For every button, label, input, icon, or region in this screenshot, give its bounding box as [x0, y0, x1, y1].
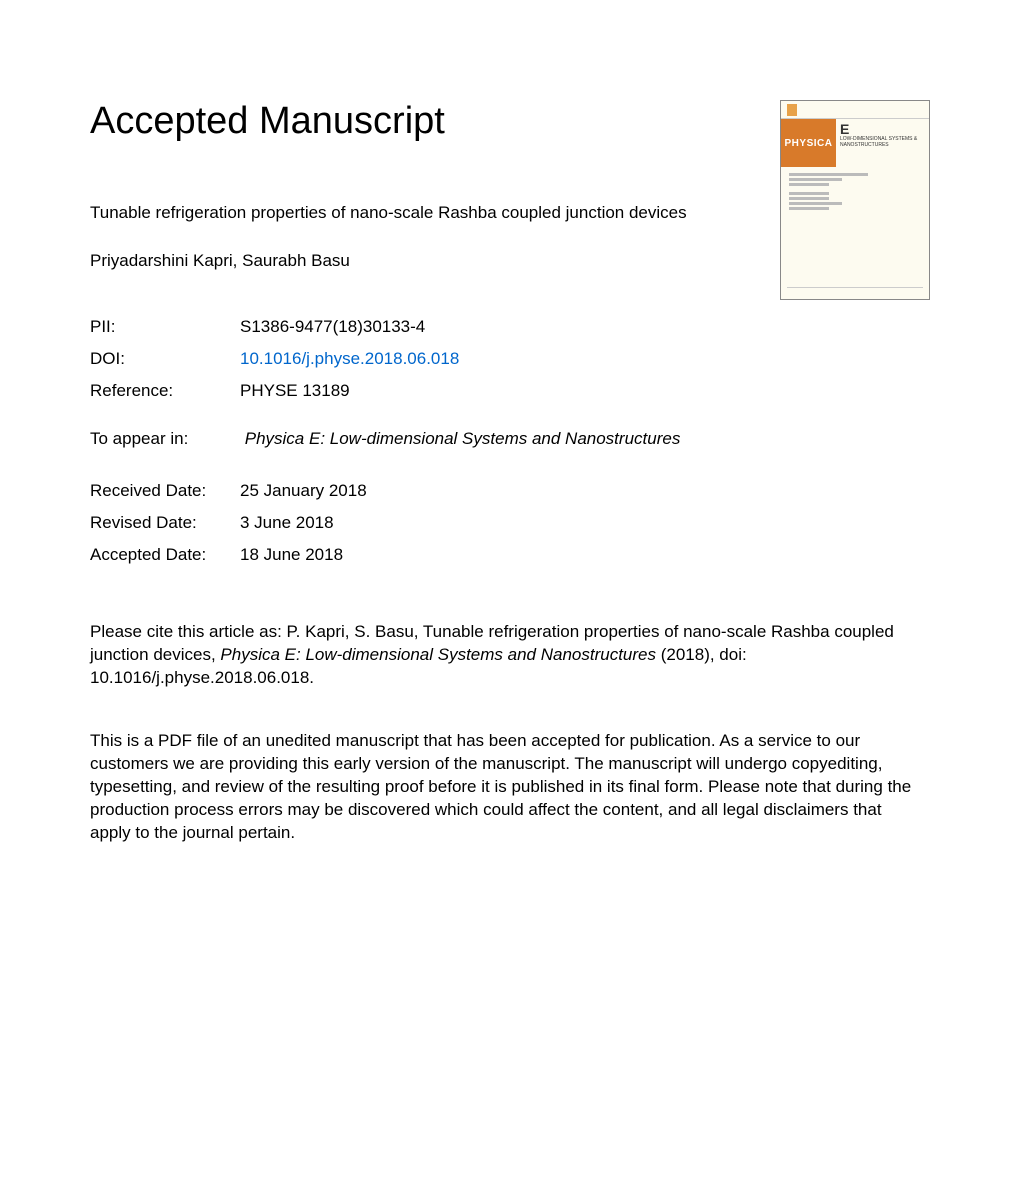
doi-link[interactable]: 10.1016/j.physe.2018.06.018	[240, 349, 459, 368]
cover-brand: PHYSICA	[781, 119, 836, 167]
accepted-row: Accepted Date: 18 June 2018	[90, 539, 367, 571]
citation-text: Please cite this article as: P. Kapri, S…	[90, 621, 910, 690]
article-title: Tunable refrigeration properties of nano…	[90, 203, 760, 223]
metadata-table: PII: S1386-9477(18)30133-4 DOI: 10.1016/…	[90, 311, 459, 407]
doi-label: DOI:	[90, 343, 240, 375]
journal-cover-thumbnail: PHYSICA E LOW-DIMENSIONAL SYSTEMS & NANO…	[780, 100, 930, 300]
accepted-label: Accepted Date:	[90, 539, 240, 571]
dates-table: Received Date: 25 January 2018 Revised D…	[90, 475, 367, 571]
pii-value: S1386-9477(18)30133-4	[240, 311, 459, 343]
accepted-value: 18 June 2018	[240, 539, 367, 571]
revised-value: 3 June 2018	[240, 507, 367, 539]
cover-header	[781, 101, 929, 119]
cover-footer	[787, 287, 923, 295]
cover-body	[781, 167, 929, 218]
cover-subtitle-block: E LOW-DIMENSIONAL SYSTEMS & NANOSTRUCTUR…	[836, 119, 929, 167]
journal-name: Physica E: Low-dimensional Systems and N…	[245, 429, 681, 448]
publisher-logo-icon	[787, 104, 797, 116]
cover-letter: E	[840, 122, 925, 136]
reference-row: Reference: PHYSE 13189	[90, 375, 459, 407]
to-appear-in-label: To appear in:	[90, 429, 240, 449]
disclaimer-text: This is a PDF file of an unedited manusc…	[90, 730, 920, 845]
revised-row: Revised Date: 3 June 2018	[90, 507, 367, 539]
citation-journal: Physica E: Low-dimensional Systems and N…	[220, 645, 656, 664]
cover-subtitle: LOW-DIMENSIONAL SYSTEMS & NANOSTRUCTURES	[840, 136, 925, 148]
revised-label: Revised Date:	[90, 507, 240, 539]
reference-value: PHYSE 13189	[240, 375, 459, 407]
received-value: 25 January 2018	[240, 475, 367, 507]
received-label: Received Date:	[90, 475, 240, 507]
received-row: Received Date: 25 January 2018	[90, 475, 367, 507]
pii-row: PII: S1386-9477(18)30133-4	[90, 311, 459, 343]
cover-title-band: PHYSICA E LOW-DIMENSIONAL SYSTEMS & NANO…	[781, 119, 929, 167]
doi-row: DOI: 10.1016/j.physe.2018.06.018	[90, 343, 459, 375]
to-appear-in-row: To appear in: Physica E: Low-dimensional…	[90, 429, 930, 449]
reference-label: Reference:	[90, 375, 240, 407]
pii-label: PII:	[90, 311, 240, 343]
